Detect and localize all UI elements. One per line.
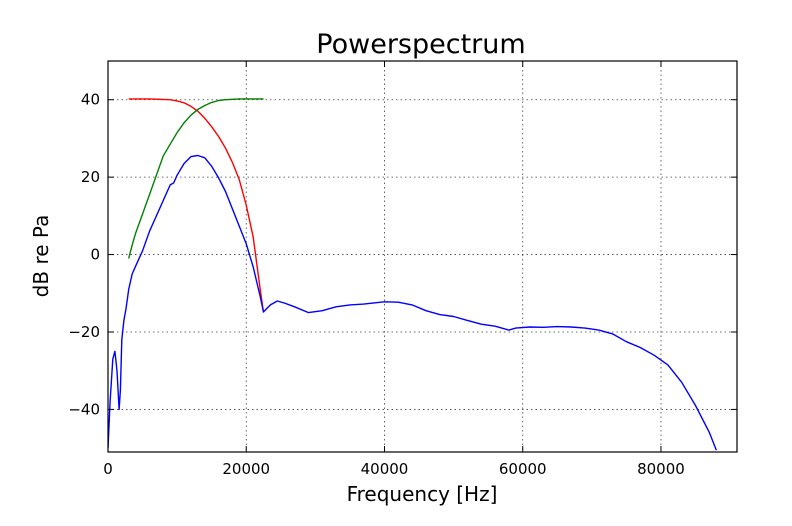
y-tick-label: 0 [90,246,100,264]
y-axis-label: dB re Pa [29,215,53,298]
y-tick-label: −20 [68,323,100,341]
series-line-1 [128,98,265,313]
y-tick-label: −40 [68,400,100,418]
series-line-3 [108,154,717,451]
chart-title: Powerspectrum [316,29,525,60]
x-tick-label: 40000 [361,460,409,478]
x-tick-labels: 0 20000 40000 60000 80000 [103,460,685,478]
plot-frame [107,60,738,453]
x-tick-label: 80000 [637,460,685,478]
x-tick-label: 0 [103,460,113,478]
x-axis-label: Frequency [Hz] [347,482,498,506]
grid-lines [108,61,737,452]
x-tick-label: 20000 [222,460,270,478]
axis-ticks [107,61,737,452]
series-line-2 [128,98,264,259]
y-tick-labels: −40 −20 0 20 40 [68,91,100,419]
y-tick-label: 20 [81,168,100,186]
y-tick-label: 40 [81,91,100,109]
series-lines [108,98,717,451]
plot-area [108,98,717,451]
x-tick-label: 60000 [499,460,547,478]
